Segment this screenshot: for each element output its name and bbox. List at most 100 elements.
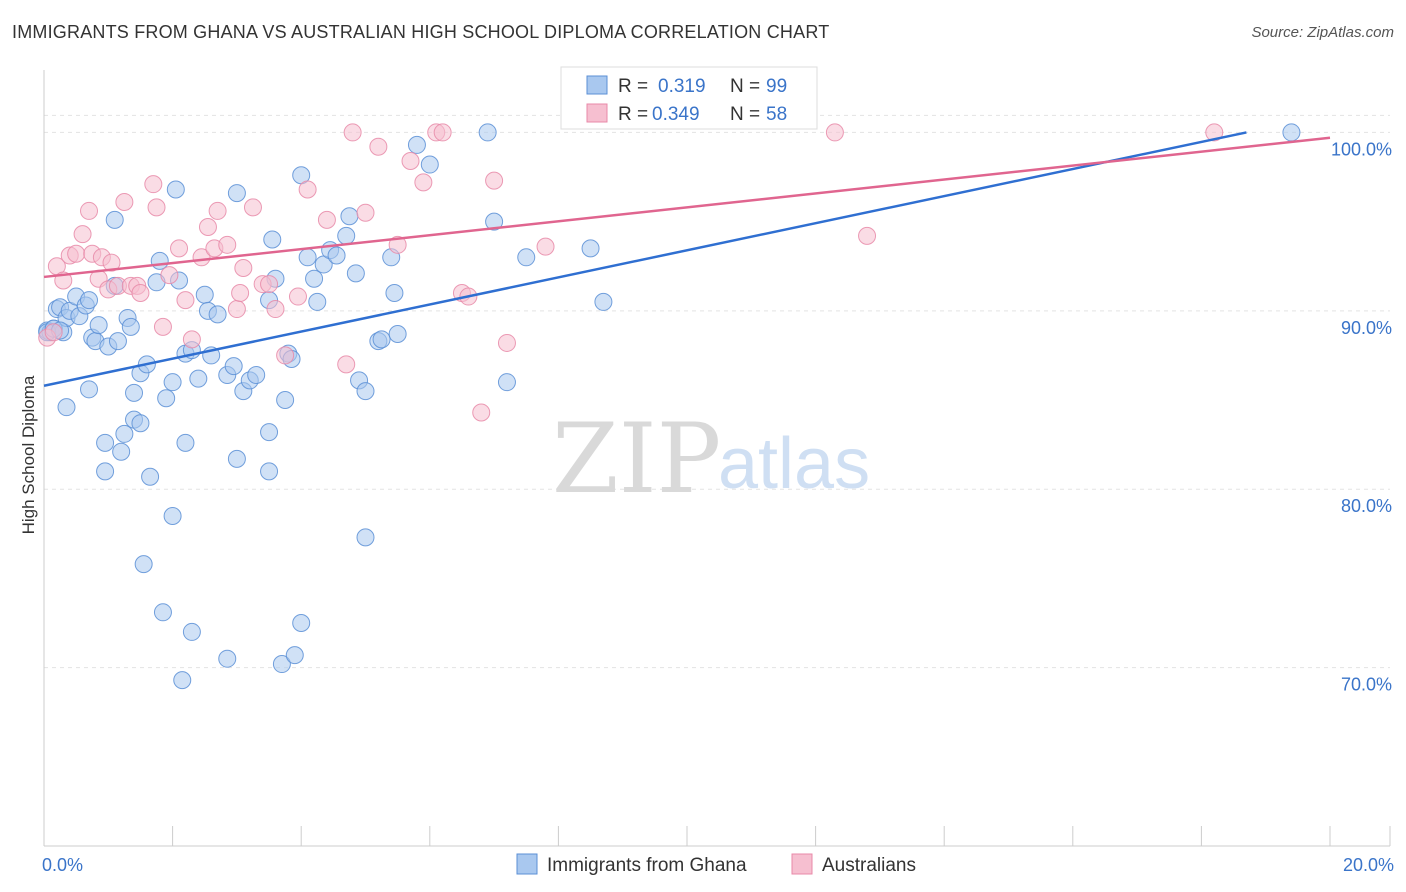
data-point-australians bbox=[231, 283, 250, 302]
data-point-australians bbox=[182, 330, 201, 349]
data-point-australians bbox=[80, 201, 99, 220]
data-point-ghana bbox=[260, 462, 279, 481]
stats-r-value-australians: 0.349 bbox=[652, 104, 700, 125]
data-point-ghana bbox=[141, 467, 160, 486]
data-point-ghana bbox=[517, 248, 536, 267]
data-point-ghana bbox=[285, 646, 304, 665]
data-point-ghana bbox=[134, 555, 153, 574]
data-point-ghana bbox=[594, 292, 613, 311]
legend-swatch-ghana bbox=[516, 853, 538, 875]
data-point-ghana bbox=[388, 325, 407, 344]
data-point-ghana bbox=[298, 248, 317, 267]
data-point-ghana bbox=[407, 135, 426, 154]
watermark-atlas: atlas bbox=[718, 424, 870, 504]
data-point-ghana bbox=[260, 423, 279, 442]
data-point-ghana bbox=[105, 210, 124, 229]
data-point-australians bbox=[176, 291, 195, 310]
data-point-ghana bbox=[356, 528, 375, 547]
watermark: ZIP atlas bbox=[552, 403, 870, 515]
data-point-australians bbox=[67, 244, 86, 263]
data-point-ghana bbox=[125, 383, 144, 402]
data-point-ghana bbox=[112, 442, 131, 461]
data-point-ghana bbox=[173, 671, 192, 690]
data-point-australians bbox=[1205, 123, 1224, 142]
data-point-australians bbox=[153, 317, 172, 336]
data-point-ghana bbox=[96, 433, 115, 452]
data-point-ghana bbox=[218, 649, 237, 668]
data-point-australians bbox=[276, 346, 295, 365]
data-point-australians bbox=[73, 225, 92, 244]
data-point-ghana bbox=[189, 369, 208, 388]
y-tick-label: 70.0% bbox=[1341, 675, 1392, 695]
x-tick-label: 0.0% bbox=[42, 855, 83, 875]
y-tick-label: 80.0% bbox=[1341, 496, 1392, 516]
data-point-ghana bbox=[308, 292, 327, 311]
data-point-ghana bbox=[272, 655, 291, 674]
data-point-australians bbox=[298, 180, 317, 199]
trend-lines bbox=[43, 131, 1331, 387]
data-point-australians bbox=[131, 283, 150, 302]
data-point-ghana bbox=[80, 291, 99, 310]
data-point-ghana bbox=[340, 207, 359, 226]
data-point-ghana bbox=[346, 264, 365, 283]
data-point-australians bbox=[497, 333, 516, 352]
data-point-australians bbox=[115, 193, 134, 212]
data-point-ghana bbox=[581, 239, 600, 258]
legend-label-ghana: Immigrants from Ghana bbox=[547, 855, 747, 876]
stats-legend-box: R = 0.319 N = 99 R = 0.349 N = 58 bbox=[560, 66, 818, 130]
data-point-australians bbox=[356, 203, 375, 222]
data-point-australians bbox=[266, 300, 285, 319]
legend-label-australians: Australians bbox=[822, 855, 916, 876]
data-point-australians bbox=[288, 287, 307, 306]
data-point-ghana bbox=[96, 462, 115, 481]
stats-swatch-ghana bbox=[586, 75, 608, 95]
data-point-ghana bbox=[305, 269, 324, 288]
data-point-australians bbox=[858, 226, 877, 245]
stats-r-value-ghana: 0.319 bbox=[658, 76, 706, 97]
chart-title: IMMIGRANTS FROM GHANA VS AUSTRALIAN HIGH… bbox=[12, 22, 830, 42]
data-point-ghana bbox=[420, 155, 439, 174]
data-point-australians bbox=[414, 173, 433, 192]
data-point-ghana bbox=[263, 230, 282, 249]
data-point-australians bbox=[401, 151, 420, 170]
data-point-ghana bbox=[337, 226, 356, 245]
data-point-australians bbox=[218, 235, 237, 254]
data-point-ghana bbox=[327, 246, 346, 265]
data-point-australians bbox=[260, 275, 279, 294]
data-point-ghana bbox=[131, 414, 150, 433]
data-point-ghana bbox=[497, 373, 516, 392]
data-point-ghana bbox=[292, 614, 311, 633]
axes bbox=[43, 70, 1391, 847]
data-point-ghana bbox=[157, 389, 176, 408]
data-point-ghana bbox=[224, 357, 243, 376]
data-point-ghana bbox=[153, 603, 172, 622]
data-point-ghana bbox=[176, 433, 195, 452]
y-tick-label: 100.0% bbox=[1331, 139, 1392, 159]
chart-source: Source: ZipAtlas.com bbox=[1251, 24, 1394, 41]
data-point-ghana bbox=[195, 285, 214, 304]
data-point-ghana bbox=[163, 373, 182, 392]
data-point-ghana bbox=[115, 424, 134, 443]
stats-r-label-australians: R = bbox=[618, 104, 648, 125]
data-point-australians bbox=[170, 239, 189, 258]
data-point-ghana bbox=[372, 330, 391, 349]
data-point-ghana bbox=[89, 316, 108, 335]
series-legend: Immigrants from Ghana Australians bbox=[516, 853, 916, 876]
data-point-australians bbox=[536, 237, 555, 256]
data-point-ghana bbox=[208, 305, 227, 324]
data-point-australians bbox=[160, 266, 179, 285]
data-point-australians bbox=[433, 123, 452, 142]
data-point-ghana bbox=[121, 317, 140, 336]
data-point-australians bbox=[243, 198, 262, 217]
data-point-ghana bbox=[276, 391, 295, 410]
data-point-ghana bbox=[227, 184, 246, 203]
data-point-australians bbox=[317, 210, 336, 229]
y-tick-label: 90.0% bbox=[1341, 318, 1392, 338]
data-point-australians bbox=[337, 355, 356, 374]
data-point-ghana bbox=[150, 251, 169, 270]
watermark-zip: ZIP bbox=[552, 403, 721, 515]
trend-line-ghana bbox=[43, 131, 1247, 387]
stats-swatch-australians bbox=[586, 103, 608, 123]
